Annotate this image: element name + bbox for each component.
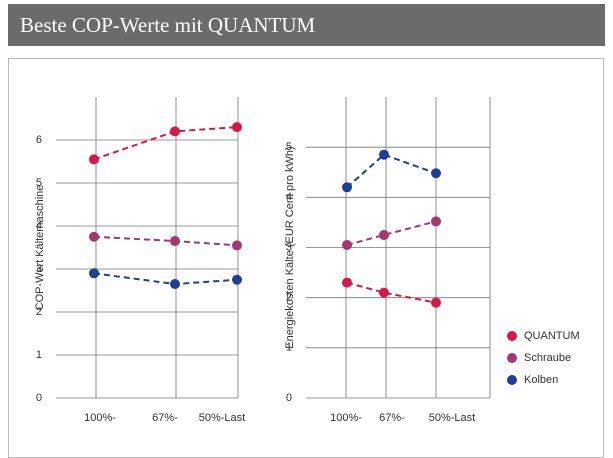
x-tick-label: 100%- bbox=[84, 412, 116, 424]
data-point bbox=[342, 182, 352, 193]
legend-label: Kolben bbox=[524, 374, 558, 386]
series-line bbox=[93, 235, 238, 247]
legend-marker bbox=[507, 331, 517, 341]
x-tick-label: 100%- bbox=[330, 412, 362, 424]
x-tick-label: 67%- bbox=[379, 412, 405, 424]
x-tick-label: 50%-Last bbox=[199, 412, 245, 424]
data-point bbox=[170, 126, 180, 137]
series-line bbox=[93, 272, 238, 286]
series-line bbox=[346, 153, 437, 189]
data-point bbox=[431, 168, 441, 179]
header: Beste COP-Werte mit QUANTUM bbox=[8, 4, 605, 46]
data-point bbox=[342, 239, 352, 250]
x-tick-label: 67%- bbox=[152, 412, 178, 424]
data-point bbox=[232, 122, 242, 133]
data-point bbox=[431, 297, 441, 308]
legend-label: QUANTUM bbox=[524, 330, 580, 342]
y-axis-label: COP-Wert Kältemaschine bbox=[34, 185, 46, 311]
legend-label: Schraube bbox=[524, 352, 571, 364]
series-line bbox=[346, 220, 437, 246]
y-tick-label: 0 bbox=[36, 392, 42, 404]
series-line bbox=[93, 126, 238, 161]
data-point bbox=[431, 216, 441, 227]
y-tick-label: 5 bbox=[286, 141, 292, 153]
y-tick-label: 2 bbox=[286, 292, 292, 304]
y-tick-label: 4 bbox=[286, 191, 292, 203]
data-point bbox=[342, 277, 352, 288]
data-point bbox=[379, 229, 389, 240]
y-tick-label: 1 bbox=[286, 342, 292, 354]
data-point bbox=[232, 274, 242, 285]
data-point bbox=[379, 149, 389, 160]
data-point bbox=[232, 240, 242, 251]
x-tick-label: 50%-Last bbox=[429, 412, 475, 424]
data-point bbox=[170, 236, 180, 247]
y-axis-label: Energiekosten Kälte (EUR Cent pro kWh) bbox=[284, 146, 296, 348]
data-point bbox=[89, 231, 99, 242]
y-tick-label: 5 bbox=[36, 177, 42, 189]
y-tick-label: 3 bbox=[36, 263, 42, 275]
data-point bbox=[89, 268, 99, 279]
y-tick-label: 0 bbox=[286, 392, 292, 404]
series-line bbox=[346, 281, 437, 304]
y-tick-label: 2 bbox=[36, 306, 42, 318]
header-title: Beste COP-Werte mit QUANTUM bbox=[20, 13, 316, 37]
y-tick-label: 6 bbox=[36, 134, 42, 146]
data-point bbox=[89, 154, 99, 165]
y-tick-label: 4 bbox=[36, 220, 42, 232]
data-point bbox=[170, 279, 180, 290]
legend-marker bbox=[507, 353, 517, 363]
y-tick-label: 3 bbox=[286, 241, 292, 253]
y-tick-label: 1 bbox=[36, 349, 42, 361]
data-point bbox=[379, 287, 389, 298]
legend-marker bbox=[507, 375, 517, 385]
